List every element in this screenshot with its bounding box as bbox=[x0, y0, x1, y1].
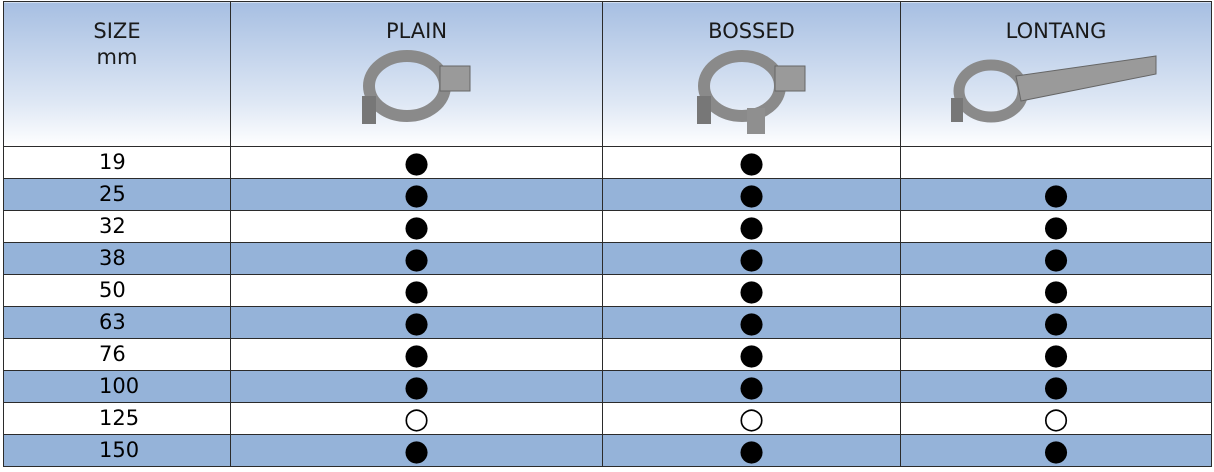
table-body: 19 ● ● 25 ● ● ● 32 ● ● ● 38 ● ● ● 50 ● ● ● 63 ● ● ● 76 ● ● ● 100 ● ● ●… bbox=[3, 146, 1212, 467]
availability-cell: ● bbox=[602, 274, 901, 307]
header-text: LONTANG bbox=[1005, 19, 1107, 43]
size-cell: 25 bbox=[3, 178, 231, 211]
size-cell: 63 bbox=[3, 306, 231, 339]
availability-cell: ● bbox=[230, 210, 603, 243]
availability-cell: ● bbox=[900, 178, 1212, 211]
size-cell: 76 bbox=[3, 338, 231, 371]
header-cell: LONTANG bbox=[900, 1, 1212, 147]
header-text: mm bbox=[96, 45, 138, 69]
availability-cell: ● bbox=[230, 434, 603, 467]
header-text: SIZE bbox=[93, 19, 141, 43]
header-cell: SIZE mm bbox=[3, 1, 231, 147]
availability-cell: ● bbox=[900, 274, 1212, 307]
availability-cell: ● bbox=[900, 306, 1212, 339]
availability-cell: ● bbox=[602, 338, 901, 371]
availability-cell: ● bbox=[602, 146, 901, 179]
availability-cell: ● bbox=[230, 370, 603, 403]
table-row: 100 ● ● ● bbox=[3, 370, 1212, 403]
availability-cell: ● bbox=[602, 242, 901, 275]
table-row: 125 ○ ○ ○ bbox=[3, 402, 1212, 435]
size-cell: 50 bbox=[3, 274, 231, 307]
table-row: 50 ● ● ● bbox=[3, 274, 1212, 307]
table-row: 150 ● ● ● bbox=[3, 434, 1212, 467]
availability-cell: ● bbox=[900, 242, 1212, 275]
availability-cell: ● bbox=[230, 146, 603, 179]
availability-cell: ● bbox=[230, 338, 603, 371]
header-cell: PLAIN bbox=[230, 1, 603, 147]
availability-table: SIZE mm PLAIN BOSSED bbox=[3, 1, 1212, 467]
availability-cell: ● bbox=[900, 338, 1212, 371]
size-cell: 150 bbox=[3, 434, 231, 467]
size-cell: 100 bbox=[3, 370, 231, 403]
header-text: PLAIN bbox=[385, 19, 448, 43]
availability-cell: ● bbox=[602, 178, 901, 211]
clamp-image bbox=[361, 50, 470, 124]
table-header: SIZE mm PLAIN BOSSED bbox=[3, 1, 1212, 147]
availability-cell bbox=[900, 146, 1212, 179]
availability-cell: ● bbox=[230, 306, 603, 339]
availability-cell: ● bbox=[900, 210, 1212, 243]
size-cell: 19 bbox=[3, 146, 231, 179]
availability-cell: ○ bbox=[900, 402, 1212, 435]
availability-cell: ● bbox=[602, 370, 901, 403]
availability-cell: ● bbox=[602, 306, 901, 339]
availability-cell: ● bbox=[230, 274, 603, 307]
availability-cell: ● bbox=[900, 370, 1212, 403]
clamp-image bbox=[951, 55, 1157, 123]
availability-cell: ● bbox=[230, 178, 603, 211]
availability-cell: ● bbox=[230, 242, 603, 275]
availability-cell: ● bbox=[900, 434, 1212, 467]
header-text: BOSSED bbox=[708, 19, 795, 43]
table-row: 32 ● ● ● bbox=[3, 210, 1212, 243]
table-row: 76 ● ● ● bbox=[3, 338, 1212, 371]
table-row: 38 ● ● ● bbox=[3, 242, 1212, 275]
table-row: 25 ● ● ● bbox=[3, 178, 1212, 211]
header-cell: BOSSED bbox=[602, 1, 901, 147]
clamp-image bbox=[696, 50, 805, 134]
size-cell: 125 bbox=[3, 402, 231, 435]
size-cell: 38 bbox=[3, 242, 231, 275]
availability-cell: ● bbox=[602, 210, 901, 243]
table-row: 19 ● ● bbox=[3, 146, 1212, 179]
size-cell: 32 bbox=[3, 210, 231, 243]
availability-cell: ○ bbox=[230, 402, 603, 435]
availability-cell: ○ bbox=[602, 402, 901, 435]
availability-cell: ● bbox=[602, 434, 901, 467]
table-row: 63 ● ● ● bbox=[3, 306, 1212, 339]
